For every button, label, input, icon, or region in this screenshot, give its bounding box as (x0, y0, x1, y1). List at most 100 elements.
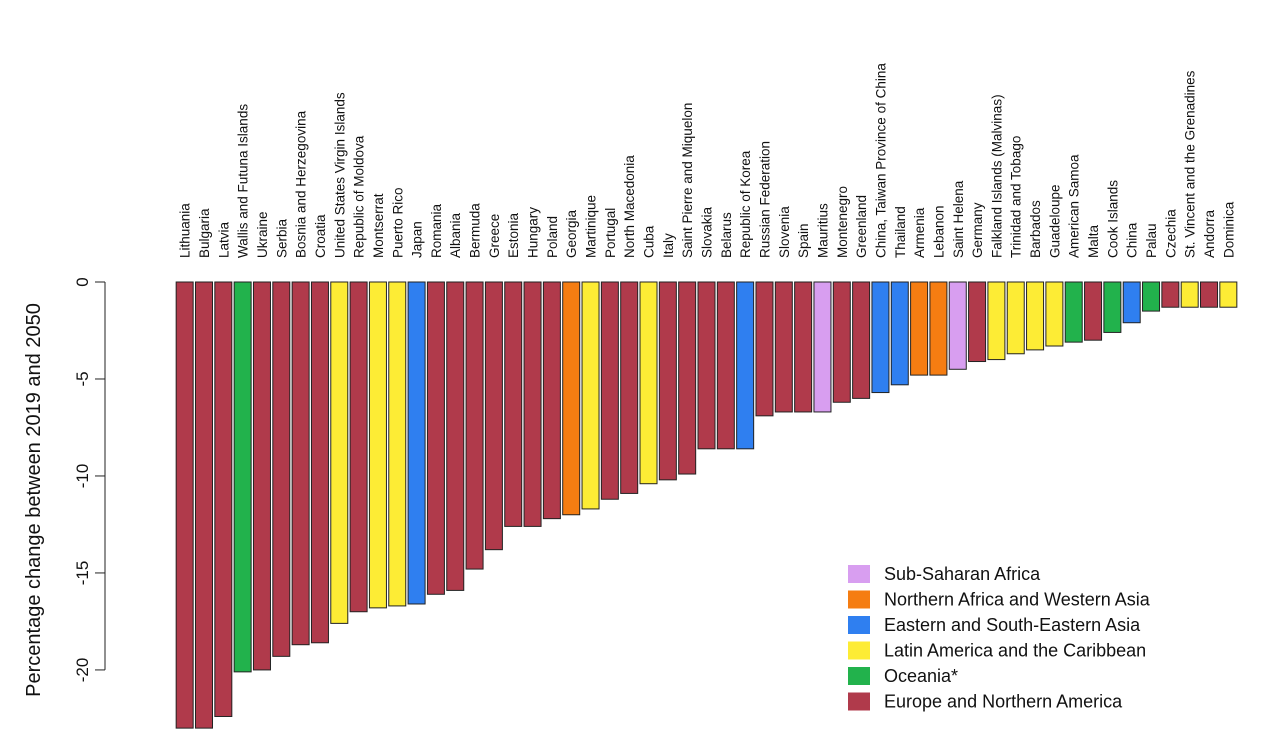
legend-swatch (848, 692, 870, 711)
bar (871, 281, 890, 394)
x-tick-label: Lebanon (931, 205, 946, 258)
legend-label: Latin America and the Caribbean (884, 641, 1146, 661)
bar (214, 281, 233, 717)
bar (446, 281, 465, 591)
x-tick-label: Puerto Rico (390, 187, 405, 258)
x-tick-label: Slovenia (777, 206, 792, 258)
bar (1064, 281, 1083, 343)
x-tick-label: Portugal (603, 208, 618, 258)
x-tick-label: Wallis and Futuna Islands (236, 104, 251, 258)
bar (310, 281, 329, 644)
bar (388, 281, 407, 607)
x-tick-label: Belarus (719, 212, 734, 258)
x-tick-label: Bermuda (468, 203, 483, 258)
x-tick-label: Spain (796, 223, 811, 258)
bar (1142, 281, 1161, 312)
x-tick-label: Estonia (506, 212, 521, 258)
x-tick-label: Greenland (854, 195, 869, 258)
legend-label: Sub-Saharan Africa (884, 564, 1041, 584)
bar (910, 281, 929, 376)
bar (755, 281, 774, 417)
bar (1200, 281, 1219, 308)
bar (581, 281, 600, 510)
y-tick-label: -5 (73, 371, 92, 386)
x-tick-label: Dominica (1221, 201, 1236, 258)
bar (678, 281, 697, 475)
legend-label: Northern Africa and Western Asia (884, 590, 1151, 610)
bar (291, 281, 310, 646)
bar (1006, 281, 1025, 355)
x-tick-label: Saint Pierre and Miquelon (680, 103, 695, 258)
bar (697, 281, 716, 450)
x-tick-label: Albania (448, 212, 463, 258)
bar (774, 281, 793, 413)
bar (407, 281, 426, 605)
x-tick-label: Italy (661, 233, 676, 258)
x-tick-label: Czechia (1163, 209, 1178, 258)
x-tick-label: Guadeloupe (1047, 184, 1062, 258)
x-tick-label: Montenegro (835, 186, 850, 258)
x-tick-label: Thailand (893, 206, 908, 258)
legend-swatch (848, 616, 870, 634)
bar (968, 281, 987, 363)
bar (987, 281, 1006, 361)
bar (1180, 281, 1199, 308)
x-tick-label: Ukraine (255, 211, 270, 258)
x-tick-label: Martinique (584, 195, 599, 258)
x-tick-label: St. Vincent and the Grenadines (1183, 70, 1198, 258)
bar (233, 281, 252, 673)
bar (504, 281, 523, 527)
bar (542, 281, 561, 520)
bar (252, 281, 271, 671)
x-tick-label: Palau (1144, 223, 1159, 258)
bar (1045, 281, 1064, 347)
x-tick-label: Germany (970, 202, 985, 258)
x-tick-label: Slovakia (700, 206, 715, 258)
x-tick-label: Malta (1086, 224, 1101, 258)
x-tick-label: North Macedonia (622, 155, 637, 258)
x-tick-label: Trinidad and Tobago (1009, 136, 1024, 258)
y-tick-label: -10 (73, 464, 92, 489)
x-tick-label: Saint Helena (951, 180, 966, 258)
bar (929, 281, 948, 376)
bar (426, 281, 445, 595)
bar (600, 281, 619, 500)
x-tick-label: Barbados (1028, 200, 1043, 258)
bar (658, 281, 677, 481)
legend-swatch (848, 667, 870, 685)
bar (349, 281, 368, 613)
legend-swatch (848, 590, 870, 609)
legend-label: Oceania* (884, 666, 958, 686)
bar (1026, 281, 1045, 351)
bar (272, 281, 291, 657)
bar (813, 281, 832, 413)
y-tick-label: -20 (73, 658, 92, 683)
x-tick-label: Republic of Korea (738, 150, 753, 258)
bar (330, 281, 349, 624)
bar (620, 281, 639, 494)
bar (484, 281, 503, 551)
x-tick-label: Bulgaria (197, 208, 212, 258)
bar (1103, 281, 1122, 333)
bar (1219, 281, 1238, 308)
x-tick-label: China, Taiwan Province of China (873, 63, 888, 258)
bar (736, 281, 755, 450)
bar (832, 281, 851, 403)
x-tick-label: Romania (429, 203, 444, 258)
bar (175, 281, 194, 729)
bar (194, 281, 213, 729)
x-tick-label: Serbia (274, 218, 289, 258)
bar (1084, 281, 1103, 341)
bar (794, 281, 813, 413)
x-tick-label: Greece (487, 214, 502, 258)
y-axis-label: Percentage change between 2019 and 2050 (23, 303, 45, 697)
bar (1161, 281, 1180, 308)
x-tick-label: Andorra (1202, 209, 1217, 258)
bar (639, 281, 658, 485)
bar (368, 281, 387, 609)
x-tick-label: Bosnia and Herzegovina (294, 110, 309, 258)
x-tick-label: Croatia (313, 214, 328, 258)
x-tick-label: Japan (410, 221, 425, 258)
bar (523, 281, 542, 527)
